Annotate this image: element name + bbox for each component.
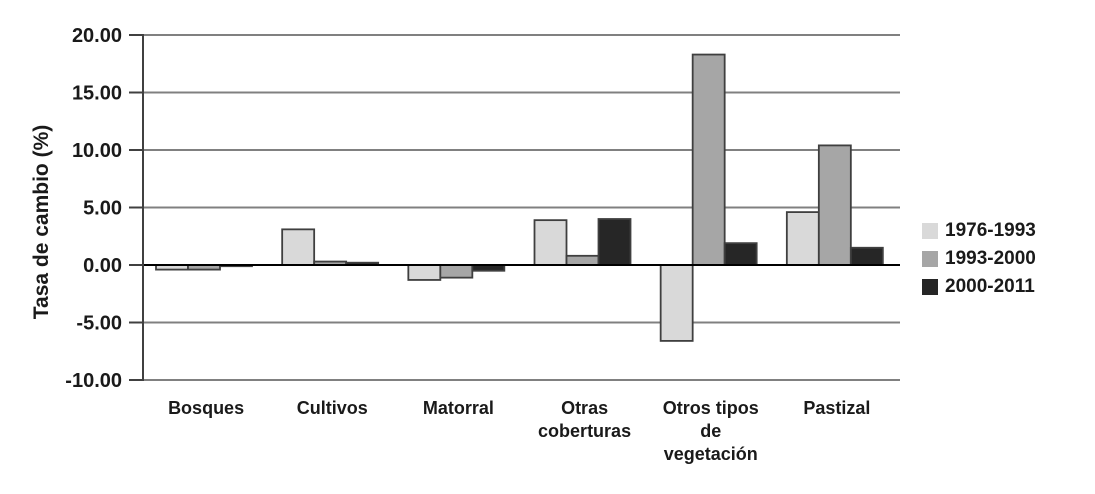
y-tick-label: 0.00 bbox=[83, 255, 122, 277]
y-tick-label: 15.00 bbox=[72, 83, 122, 105]
x-category-label: de bbox=[700, 421, 721, 441]
bar-1993-2000-pastizal bbox=[817, 144, 852, 266]
bar-1976-1993-cultivos bbox=[281, 228, 316, 266]
bar-1993-2000-otros-tipos-de-vegetación bbox=[691, 53, 726, 266]
legend-label-1976-1993: 1976-1993 bbox=[945, 220, 1036, 241]
legend: 1976-1993 1993-2000 2000-2011 bbox=[922, 221, 1036, 296]
legend-item-1993-2000: 1993-2000 bbox=[922, 249, 1036, 268]
legend-label-1993-2000: 1993-2000 bbox=[945, 248, 1036, 269]
bar-1993-2000-otras-coberturas bbox=[565, 254, 600, 266]
bar-1976-1993-otras-coberturas bbox=[533, 219, 568, 266]
bar-1976-1993-matorral bbox=[407, 264, 442, 281]
x-category-label: Cultivos bbox=[297, 398, 368, 418]
x-category-label: Bosques bbox=[168, 398, 244, 418]
legend-label-2000-2011: 2000-2011 bbox=[945, 276, 1035, 297]
y-tick-label: -10.00 bbox=[65, 370, 122, 392]
x-category-label: Pastizal bbox=[803, 398, 870, 418]
legend-swatch-1976-1993 bbox=[922, 222, 938, 239]
bar-2000-2011-pastizal bbox=[849, 246, 884, 266]
bar-1976-1993-pastizal bbox=[785, 211, 820, 266]
legend-item-1976-1993: 1976-1993 bbox=[922, 221, 1036, 240]
x-category-label: Otros tipos bbox=[663, 398, 759, 418]
legend-swatch-2000-2011 bbox=[922, 278, 938, 295]
x-category-label: coberturas bbox=[538, 421, 631, 441]
legend-item-2000-2011: 2000-2011 bbox=[922, 277, 1036, 296]
bar-2000-2011-otras-coberturas bbox=[597, 218, 632, 266]
bar-2000-2011-otros-tipos-de-vegetación bbox=[723, 242, 758, 266]
y-axis-title: Tasa de cambio (%) bbox=[30, 124, 53, 320]
y-tick-label: 5.00 bbox=[83, 198, 122, 220]
x-category-label: vegetación bbox=[664, 444, 758, 464]
y-tick-label: 10.00 bbox=[72, 140, 122, 162]
x-category-label: Matorral bbox=[423, 398, 494, 418]
y-tick-label: -5.00 bbox=[76, 313, 122, 335]
x-category-label: Otras bbox=[561, 398, 608, 418]
bar-1976-1993-otros-tipos-de-vegetación bbox=[659, 264, 694, 342]
bar-1993-2000-matorral bbox=[439, 264, 474, 279]
y-tick-label: 20.00 bbox=[72, 25, 122, 47]
legend-swatch-1993-2000 bbox=[922, 250, 938, 267]
